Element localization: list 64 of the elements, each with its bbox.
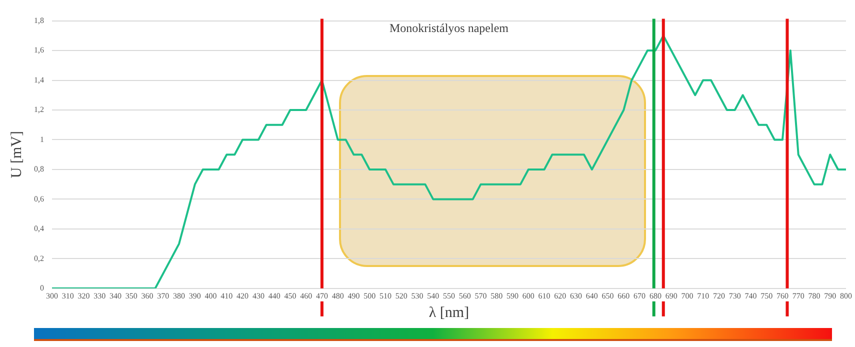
x-tick-label: 680 bbox=[649, 291, 662, 300]
y-tick-label: 1,4 bbox=[34, 75, 44, 84]
x-tick-label: 380 bbox=[173, 291, 186, 300]
x-tick-label: 560 bbox=[458, 291, 471, 300]
x-tick-label: 440 bbox=[268, 291, 280, 300]
x-tick-label: 770 bbox=[792, 291, 804, 300]
y-tick-label: 0 bbox=[40, 283, 44, 292]
x-tick-label: 610 bbox=[538, 291, 550, 300]
x-tick-label: 670 bbox=[634, 291, 646, 300]
x-tick-label: 660 bbox=[618, 291, 630, 300]
x-tick-label: 590 bbox=[506, 291, 519, 300]
x-tick-label: 710 bbox=[697, 291, 710, 300]
x-tick-label: 420 bbox=[236, 291, 249, 300]
x-tick-label: 430 bbox=[252, 291, 264, 300]
y-tick-label: 0,4 bbox=[34, 224, 44, 234]
x-tick-label: 740 bbox=[744, 291, 757, 300]
x-tick-label: 690 bbox=[665, 291, 678, 300]
x-tick-label: 390 bbox=[188, 291, 201, 300]
x-tick-label: 310 bbox=[62, 291, 74, 300]
x-tick-label: 620 bbox=[554, 291, 566, 300]
x-tick-label: 460 bbox=[300, 291, 312, 300]
x-tick-label: 500 bbox=[364, 291, 376, 300]
chart-title: Monokristályos napelem bbox=[390, 20, 510, 35]
x-tick-label: 730 bbox=[728, 291, 741, 300]
x-tick-label: 540 bbox=[427, 291, 440, 300]
x-tick-label: 750 bbox=[760, 291, 773, 300]
x-tick-label: 630 bbox=[570, 291, 582, 300]
y-tick-label: 1,8 bbox=[34, 16, 44, 25]
x-tick-label: 480 bbox=[332, 291, 344, 300]
x-tick-label: 450 bbox=[284, 291, 296, 300]
y-tick-label: 1 bbox=[40, 134, 44, 144]
x-tick-label: 600 bbox=[522, 291, 534, 300]
x-tick-label: 530 bbox=[411, 291, 424, 300]
y-tick-label: 0,8 bbox=[34, 164, 44, 174]
x-tick-label: 700 bbox=[681, 291, 694, 300]
x-tick-label: 790 bbox=[824, 291, 836, 300]
x-tick-label: 510 bbox=[379, 291, 392, 300]
x-tick-label: 640 bbox=[586, 291, 598, 300]
x-tick-label: 760 bbox=[776, 291, 788, 300]
x-tick-label: 400 bbox=[204, 291, 217, 300]
x-tick-label: 720 bbox=[712, 291, 725, 300]
x-tick-label: 370 bbox=[157, 291, 170, 300]
x-tick-label: 330 bbox=[94, 291, 106, 300]
x-tick-label: 550 bbox=[443, 291, 455, 300]
y-axis-title: U [mV] bbox=[8, 131, 25, 178]
x-tick-label: 780 bbox=[808, 291, 820, 300]
x-tick-label: 410 bbox=[220, 291, 233, 300]
x-tick-label: 300 bbox=[46, 291, 58, 300]
x-tick-label: 570 bbox=[474, 291, 487, 300]
x-tick-label: 340 bbox=[110, 291, 122, 300]
x-tick-label: 350 bbox=[125, 291, 138, 300]
x-tick-label: 800 bbox=[840, 291, 852, 300]
y-tick-label: 0,6 bbox=[34, 194, 44, 204]
x-axis-title: λ [nm] bbox=[428, 304, 470, 321]
y-tick-label: 1,6 bbox=[34, 46, 44, 55]
x-tick-label: 490 bbox=[348, 291, 360, 300]
y-tick-label: 0,2 bbox=[34, 254, 44, 263]
x-tick-label: 580 bbox=[490, 291, 503, 300]
x-tick-label: 520 bbox=[395, 291, 408, 300]
x-tick-label: 320 bbox=[78, 291, 90, 300]
x-tick-label: 470 bbox=[316, 291, 328, 300]
y-tick-label: 1,2 bbox=[34, 105, 44, 114]
x-tick-label: 360 bbox=[141, 291, 154, 300]
x-tick-label: 650 bbox=[602, 291, 614, 300]
